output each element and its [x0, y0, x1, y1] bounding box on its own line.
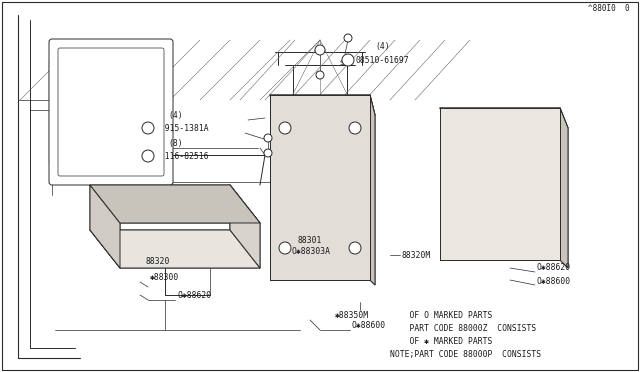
Circle shape	[344, 34, 352, 42]
Text: B: B	[140, 156, 144, 162]
Text: ^880I0  0: ^880I0 0	[588, 3, 630, 13]
Text: OF O MARKED PARTS: OF O MARKED PARTS	[390, 311, 492, 320]
Text: 88320: 88320	[145, 257, 170, 266]
Text: 88320M: 88320M	[402, 250, 431, 260]
FancyBboxPatch shape	[49, 39, 173, 185]
Polygon shape	[270, 95, 375, 115]
Circle shape	[349, 242, 361, 254]
Text: O✱88303A: O✱88303A	[292, 247, 331, 257]
Circle shape	[264, 134, 272, 142]
Polygon shape	[90, 185, 260, 223]
Text: O✱88600: O✱88600	[537, 278, 571, 286]
Polygon shape	[270, 95, 370, 280]
Circle shape	[279, 122, 291, 134]
Circle shape	[279, 242, 291, 254]
Text: PART CODE 88000Z  CONSISTS: PART CODE 88000Z CONSISTS	[390, 324, 536, 333]
Text: O✱88620: O✱88620	[177, 292, 211, 301]
Text: ✱88350M: ✱88350M	[335, 311, 369, 320]
Circle shape	[342, 54, 354, 66]
Polygon shape	[370, 95, 375, 285]
Text: ✱88300: ✱88300	[150, 273, 179, 282]
FancyBboxPatch shape	[58, 48, 164, 176]
Circle shape	[264, 149, 272, 157]
Text: 08116-82516: 08116-82516	[156, 151, 210, 160]
Polygon shape	[440, 108, 568, 128]
Circle shape	[142, 122, 154, 134]
Circle shape	[142, 150, 154, 162]
Text: 08915-1381A: 08915-1381A	[156, 124, 210, 132]
Circle shape	[315, 45, 325, 55]
Circle shape	[316, 71, 324, 79]
Text: NOTE;PART CODE 88000P  CONSISTS: NOTE;PART CODE 88000P CONSISTS	[390, 350, 541, 359]
Text: 88301: 88301	[298, 235, 323, 244]
Text: O✱88620: O✱88620	[537, 263, 571, 273]
Polygon shape	[230, 185, 260, 268]
Text: (4): (4)	[168, 110, 182, 119]
Text: OF ✱ MARKED PARTS: OF ✱ MARKED PARTS	[390, 337, 492, 346]
Text: 08510-61697: 08510-61697	[356, 55, 410, 64]
Polygon shape	[90, 230, 260, 268]
Text: S: S	[340, 60, 344, 66]
Text: (4): (4)	[375, 42, 390, 51]
Polygon shape	[90, 185, 120, 268]
Polygon shape	[440, 108, 560, 260]
Circle shape	[349, 122, 361, 134]
Polygon shape	[560, 108, 568, 268]
Text: W: W	[140, 128, 144, 134]
Text: O✱88600: O✱88600	[352, 321, 386, 330]
Text: (8): (8)	[168, 138, 182, 148]
